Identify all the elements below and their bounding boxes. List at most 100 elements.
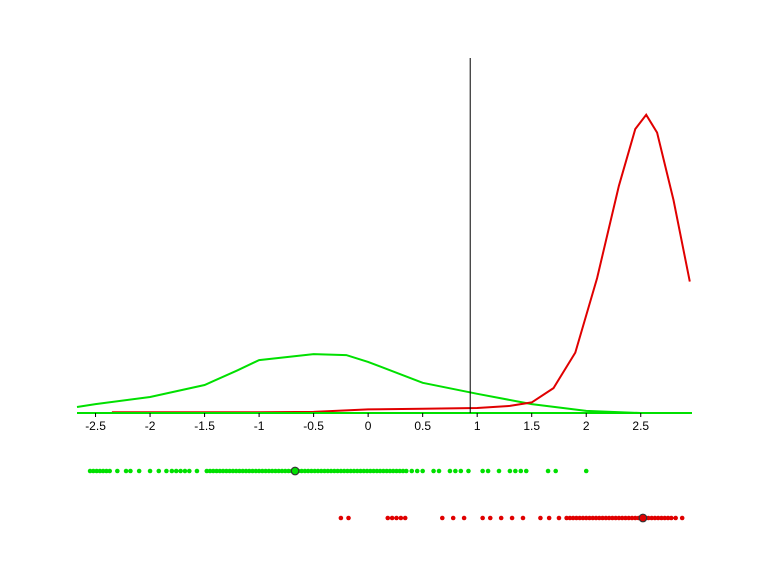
rug-point	[312, 468, 318, 474]
rug-point	[220, 468, 226, 474]
x-tick-label: 1	[474, 419, 481, 433]
rug-point	[286, 468, 291, 474]
mean-marker	[290, 466, 300, 476]
rug-point	[553, 468, 558, 474]
rug-point	[679, 515, 685, 521]
rug-point	[545, 468, 551, 474]
rug-point	[665, 515, 671, 521]
rug-point	[487, 515, 493, 521]
rug-point	[91, 468, 96, 474]
rug-point	[377, 468, 383, 474]
rug-point	[269, 468, 275, 474]
rug-point	[322, 468, 327, 474]
rug-point	[616, 515, 622, 521]
rug-point	[496, 468, 502, 474]
rug-point	[583, 515, 589, 521]
rug-point	[402, 515, 408, 521]
rug-point	[453, 468, 458, 474]
rug-point	[266, 468, 272, 474]
rug-point	[332, 468, 337, 474]
rug-point	[182, 468, 188, 474]
rug-point	[668, 515, 674, 521]
rug-point	[299, 468, 304, 474]
rug-point	[348, 468, 353, 474]
rug-point	[302, 468, 308, 474]
rug-point	[507, 468, 513, 474]
rug-point	[346, 515, 351, 521]
x-tick-label: 2.5	[632, 419, 649, 433]
rug-point	[164, 468, 169, 474]
rug-point	[364, 468, 370, 474]
rug-point	[458, 468, 464, 474]
rug-point	[461, 515, 467, 521]
rug-point	[169, 468, 175, 474]
rug-point	[485, 468, 491, 474]
rug-point	[498, 515, 504, 521]
rug-point	[178, 468, 183, 474]
rug-point	[371, 468, 376, 474]
rug-point	[243, 468, 249, 474]
rug-point	[147, 468, 153, 474]
rug-point	[156, 468, 162, 474]
x-tick-label: 1.5	[523, 419, 540, 433]
rug-point	[420, 468, 425, 474]
rug-point	[173, 468, 179, 474]
x-tick-label: 0.5	[414, 419, 431, 433]
rug-point	[246, 468, 252, 474]
rug-point	[398, 515, 404, 521]
rug-point	[394, 515, 399, 521]
rug-point	[629, 515, 635, 521]
rug-point	[115, 468, 120, 474]
rug-point	[610, 515, 615, 521]
rug-point	[385, 515, 391, 521]
rug-point	[397, 468, 403, 474]
rug-point	[613, 515, 618, 521]
rug-point	[409, 468, 415, 474]
rug-point	[603, 515, 609, 521]
rug-point	[207, 468, 213, 474]
rug-point	[104, 468, 109, 474]
rug-point	[204, 468, 210, 474]
rug-point	[436, 468, 442, 474]
rug-point	[338, 468, 344, 474]
rug-point	[211, 468, 216, 474]
rug-point	[335, 468, 340, 474]
rug-point	[600, 515, 605, 521]
x-tick-label: -0.5	[303, 419, 324, 433]
rug-point	[466, 468, 471, 474]
density-curve	[76, 353, 690, 414]
rug-point	[107, 468, 113, 474]
rug-point	[590, 515, 596, 521]
rug-point	[328, 468, 334, 474]
rug-point	[315, 468, 321, 474]
rug-point	[649, 515, 654, 521]
rug-point	[97, 468, 103, 474]
rug-point	[394, 468, 399, 474]
rug-point	[351, 468, 357, 474]
rug-point	[384, 468, 389, 474]
rug-point	[583, 468, 589, 474]
rug-point	[538, 515, 543, 521]
x-tick-label: -1	[254, 419, 265, 433]
rug-point	[480, 515, 485, 521]
rug-point	[282, 468, 288, 474]
rug-point	[387, 468, 393, 474]
rug-point	[597, 515, 602, 521]
rug-point	[587, 515, 592, 521]
rug-point	[577, 515, 582, 521]
rug-point	[518, 468, 524, 474]
rug-point	[354, 468, 360, 474]
rug-point	[276, 468, 282, 474]
rug-point	[253, 468, 259, 474]
mean-marker	[638, 513, 648, 523]
rug-point	[593, 515, 599, 521]
rug-point	[263, 468, 268, 474]
rug-point	[361, 468, 367, 474]
rug-point	[100, 468, 106, 474]
rug-point	[570, 515, 576, 521]
density-curve	[111, 113, 691, 414]
rug-point	[374, 468, 380, 474]
rug-point	[136, 468, 142, 474]
rug-point	[439, 515, 445, 521]
